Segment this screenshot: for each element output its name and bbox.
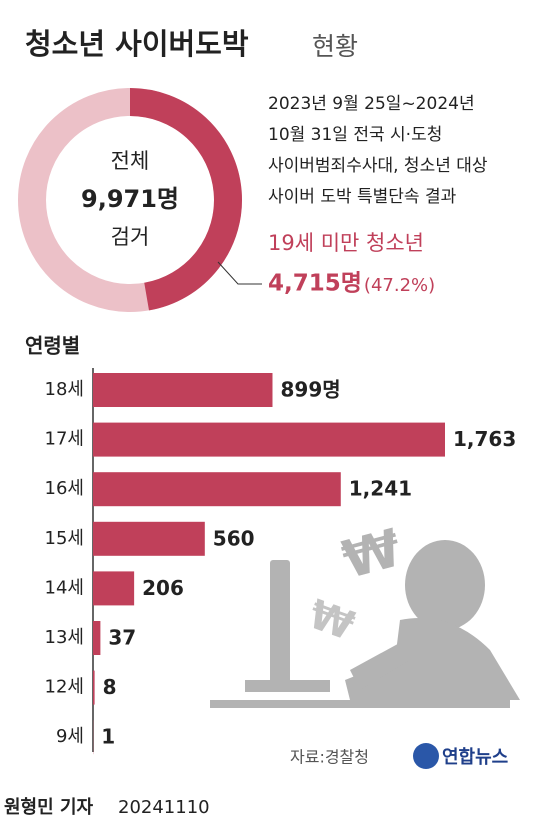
category-label: 18세 (45, 379, 84, 400)
logo: 연합뉴스 (442, 746, 508, 768)
value-label: 899명 (280, 378, 340, 402)
title: 청소년 사이버도박 (25, 27, 249, 61)
bar (93, 422, 445, 457)
highlight-name: 19세 미만 청소년 (268, 231, 424, 255)
bar (93, 621, 101, 655)
source: 자료:경찰청 (290, 748, 369, 767)
description-line: 사이버범죄수사대, 청소년 대상 (268, 156, 488, 176)
highlight-value: 4,715명 (268, 271, 362, 297)
byline: 원형민 기자 (4, 797, 94, 818)
value-label: 8 (103, 675, 117, 699)
bar (93, 373, 273, 407)
center-top: 전체 (111, 149, 150, 173)
logo-mark (413, 743, 439, 769)
description-line: 10월 31일 전국 시·도청 (268, 125, 442, 145)
description-line: 사이버 도박 특별단속 결과 (268, 187, 457, 207)
value-label: 206 (142, 576, 184, 600)
date: 20241110 (118, 797, 210, 818)
donut-highlight (129, 88, 242, 311)
illustration: ₩ ₩ (210, 518, 520, 708)
category-label: 15세 (45, 528, 84, 549)
value-label: 1,763 (453, 427, 516, 451)
svg-text:₩: ₩ (303, 592, 360, 650)
category-label: 17세 (45, 429, 84, 450)
center-total: 9,971명 (81, 185, 179, 213)
bar (93, 472, 341, 507)
highlight-percent: (47.2%) (364, 275, 435, 296)
svg-text:₩: ₩ (336, 518, 407, 591)
value-label: 560 (213, 526, 255, 550)
title-suffix: 현황 (312, 32, 358, 61)
category-label: 14세 (45, 577, 84, 598)
value-label: 1,241 (349, 477, 412, 501)
category-label: 13세 (45, 627, 84, 648)
value-label: 37 (108, 626, 136, 650)
bar (93, 670, 95, 705)
value-label: 1 (101, 725, 115, 749)
bar (93, 521, 205, 556)
category-label: 12세 (45, 677, 84, 698)
category-label: 9세 (56, 726, 84, 747)
bar (93, 571, 135, 606)
bar-title: 연령별 (25, 334, 80, 358)
center-bottom: 검거 (111, 225, 150, 249)
category-label: 16세 (45, 478, 84, 499)
leader-line (217, 261, 262, 285)
description-line: 2023년 9월 25일~2024년 (268, 94, 475, 114)
